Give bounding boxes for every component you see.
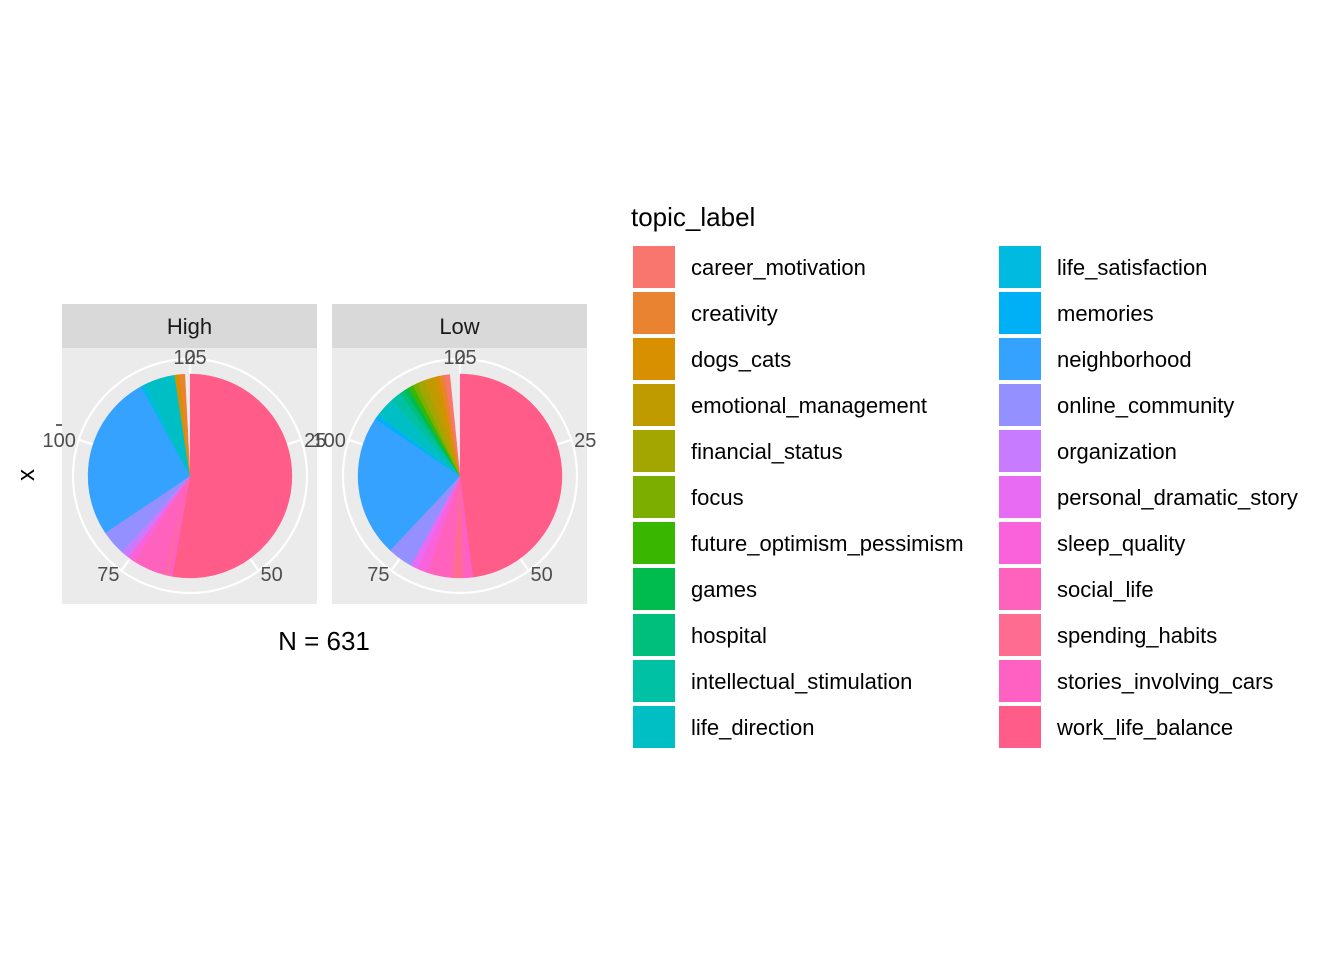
legend-item-career-motivation: career_motivation [633, 246, 866, 288]
legend-item-personal-dramatic-story: personal_dramatic_story [999, 476, 1298, 518]
legend-key [999, 246, 1041, 288]
legend-label: online_community [1057, 393, 1234, 418]
legend-label: neighborhood [1057, 347, 1192, 372]
legend-key [633, 246, 675, 288]
legend-label: emotional_management [691, 393, 927, 418]
radial-tick-label: 25 [304, 430, 326, 452]
legend-key [999, 568, 1041, 610]
outer-gridline [341, 357, 579, 595]
legend-item-online-community: online_community [999, 384, 1234, 426]
legend-label: life_satisfaction [1057, 255, 1207, 280]
legend-item-focus: focus [633, 476, 744, 518]
legend-key [633, 384, 675, 426]
legend-key [999, 384, 1041, 426]
facet-strip-label: High [167, 314, 212, 339]
legend-label: sleep_quality [1057, 531, 1185, 556]
legend-item-intellectual-stimulation: intellectual_stimulation [633, 660, 912, 702]
legend-key [999, 338, 1041, 380]
radial-tick-label: 0 [184, 347, 195, 369]
radial-tick-label: 125 [173, 347, 206, 369]
legend-key [633, 476, 675, 518]
pie-slice-career-motivation [444, 374, 461, 477]
legend-label: stories_involving_cars [1057, 669, 1273, 694]
legend-label: life_direction [691, 715, 815, 740]
legend-label: focus [691, 485, 744, 510]
pie-slice-neighborhood [87, 386, 191, 534]
legend-label: hospital [691, 623, 767, 648]
legend-label: dogs_cats [691, 347, 791, 372]
radial-tick-label: 125 [443, 347, 476, 369]
facet-panel-high: High 0 25 50 75 100 125 [42, 304, 326, 604]
facet-panels: High 0 25 50 75 100 125 Low 0 25 50 75 100 125 [42, 304, 596, 604]
legend-key [633, 338, 675, 380]
legend-label: work_life_balance [1056, 715, 1233, 740]
legend-label: games [691, 577, 757, 602]
legend-label: intellectual_stimulation [691, 669, 912, 694]
legend: career_motivation creativity dogs_catsemot… [633, 246, 1298, 748]
radial-tick-label: 50 [261, 564, 283, 586]
legend-label: organization [1057, 439, 1177, 464]
pie-slice-creativity [179, 373, 191, 477]
legend-item-life-satisfaction: life_satisfaction [999, 246, 1207, 288]
legend-label: social_life [1057, 577, 1154, 602]
legend-label: future_optimism_pessimism [691, 531, 964, 556]
radial-tick-label: 0 [454, 347, 465, 369]
legend-key [999, 430, 1041, 472]
legend-key [999, 706, 1041, 748]
radial-tick-label: 100 [42, 430, 75, 452]
legend-key [999, 614, 1041, 656]
legend-item-memories: memories [999, 292, 1154, 334]
y-axis-label: x [13, 469, 40, 481]
legend-item-games: games [633, 568, 757, 610]
legend-item-life-direction: life_direction [633, 706, 815, 748]
legend-item-stories-involving-cars: stories_involving_cars [999, 660, 1273, 702]
legend-key [633, 292, 675, 334]
legend-label: memories [1057, 301, 1154, 326]
facet-panel-low: Low 0 25 50 75 100 125 [312, 304, 596, 604]
legend-item-hospital: hospital [633, 614, 767, 656]
legend-key [633, 706, 675, 748]
facet-strip [332, 304, 587, 348]
radial-tick-label: 75 [367, 564, 389, 586]
legend-item-financial-status: financial_status [633, 430, 843, 472]
legend-item-organization: organization [999, 430, 1177, 472]
legend-label: career_motivation [691, 255, 866, 280]
legend-item-dogs-cats: dogs_cats [633, 338, 791, 380]
legend-key [633, 614, 675, 656]
radial-tick-label: 75 [97, 564, 119, 586]
legend-item-creativity: creativity [633, 292, 778, 334]
outer-gridline [71, 357, 309, 595]
legend-key [633, 568, 675, 610]
legend-label: creativity [691, 301, 778, 326]
legend-item-sleep-quality: sleep_quality [999, 522, 1185, 564]
pie-slice-work-life-balance [459, 373, 563, 578]
legend-item-emotional-management: emotional_management [633, 384, 927, 426]
pie-slice-neighborhood [357, 418, 461, 551]
legend-key [999, 476, 1041, 518]
legend-item-future-optimism-pessimism: future_optimism_pessimism [633, 522, 964, 564]
radial-tick-label: 100 [312, 430, 345, 452]
legend-label: financial_status [691, 439, 843, 464]
pie-slice-work-life-balance [171, 373, 293, 579]
legend-label: spending_habits [1057, 623, 1217, 648]
legend-item-work-life-balance: work_life_balance [999, 706, 1233, 748]
legend-key [633, 430, 675, 472]
facet-strip-label: Low [439, 314, 479, 339]
legend-key [999, 522, 1041, 564]
legend-key [633, 522, 675, 564]
legend-item-spending-habits: spending_habits [999, 614, 1217, 656]
legend-key [999, 660, 1041, 702]
legend-key [999, 292, 1041, 334]
radial-tick-label: 25 [574, 430, 596, 452]
legend-item-social-life: social_life [999, 568, 1154, 610]
facet-strip [62, 304, 317, 348]
legend-title: topic_label [631, 202, 755, 232]
legend-item-neighborhood: neighborhood [999, 338, 1192, 380]
legend-label: personal_dramatic_story [1057, 485, 1298, 510]
chart-caption: N = 631 [278, 626, 370, 656]
radial-tick-label: 50 [531, 564, 553, 586]
legend-key [633, 660, 675, 702]
